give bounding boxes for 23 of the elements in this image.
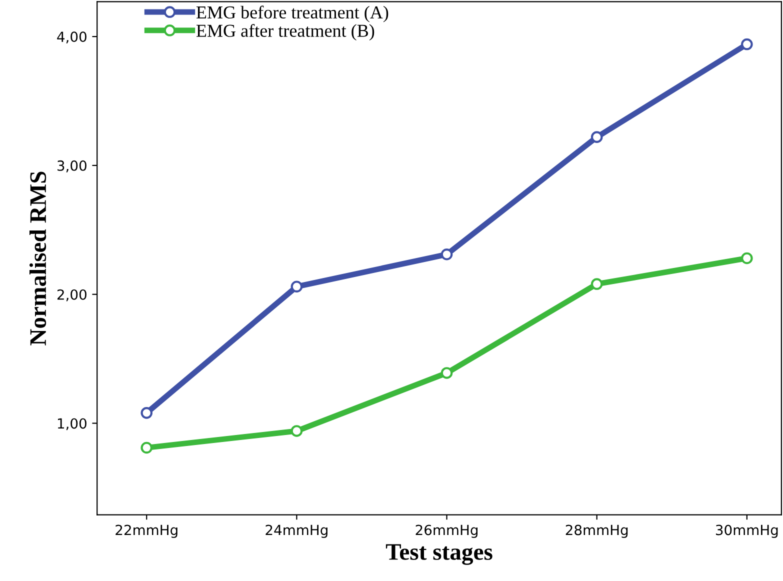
point bbox=[290, 280, 303, 293]
point bbox=[741, 38, 753, 50]
y-tick-label: 1,00 bbox=[58, 418, 86, 430]
point bbox=[290, 425, 303, 437]
y-tick-label: 2,00 bbox=[57, 289, 86, 302]
legend-label: EMG after treatment (B) bbox=[196, 24, 374, 41]
x-tick-label: 24mmHg bbox=[266, 524, 328, 538]
point bbox=[440, 367, 453, 379]
x-axis-title: Test stages bbox=[386, 544, 492, 565]
point bbox=[140, 407, 153, 419]
point bbox=[440, 248, 453, 260]
x-tick-label: 30mmHg bbox=[716, 524, 778, 538]
point bbox=[590, 131, 603, 143]
point bbox=[741, 252, 753, 264]
x-tick-label: 28mmHg bbox=[566, 524, 628, 538]
point bbox=[140, 442, 153, 454]
point bbox=[590, 278, 603, 290]
y-tick-label: 4,00 bbox=[57, 32, 86, 44]
x-tick-label: 22mmHg bbox=[116, 524, 178, 538]
y-tick-label: 3,00 bbox=[58, 160, 86, 172]
y-axis-title: Normalised RMS bbox=[29, 172, 46, 346]
x-tick-label: 26mmHg bbox=[416, 524, 478, 538]
legend-label: EMG before treatment (A) bbox=[196, 6, 388, 22]
